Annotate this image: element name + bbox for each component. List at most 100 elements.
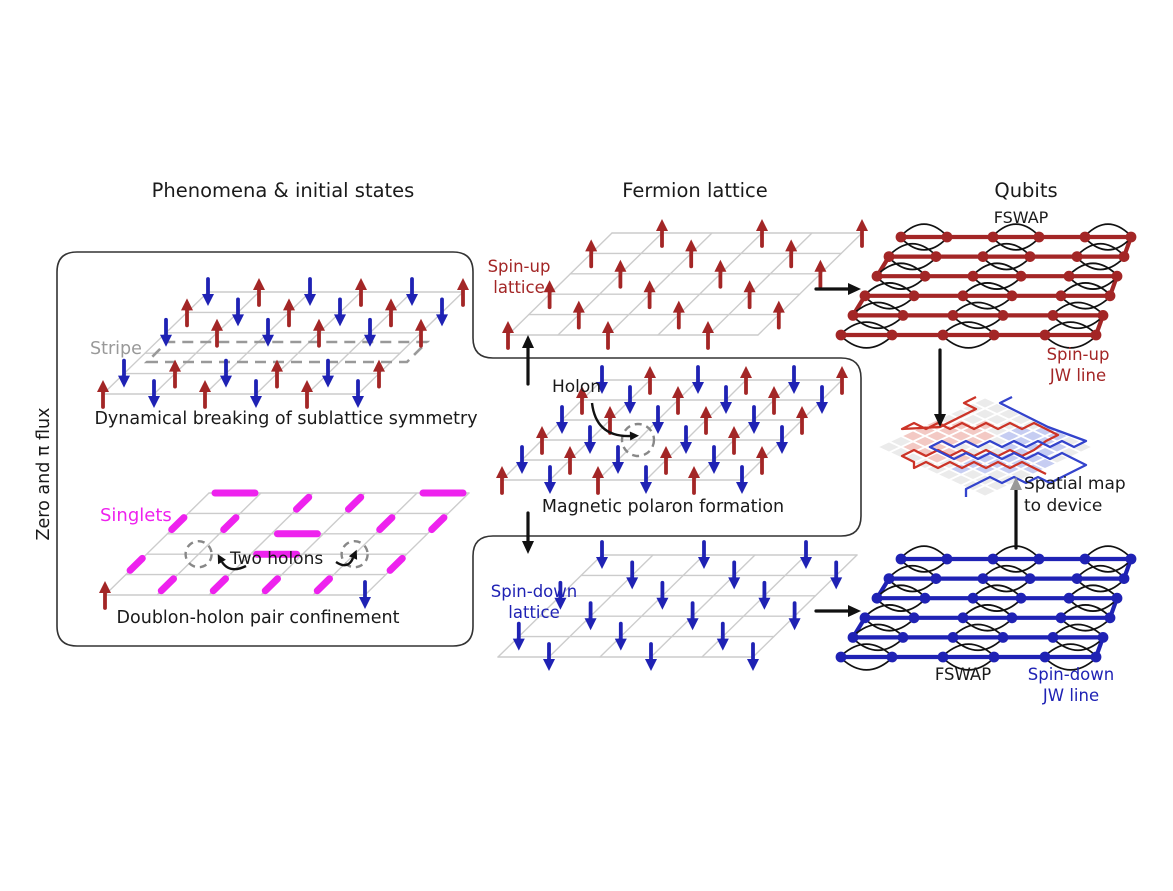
spin-up-arrow-head <box>614 259 627 272</box>
spin-up-arrow-head <box>543 280 556 293</box>
spin-down-arrow-head <box>624 402 636 414</box>
spin-up-arrow-head <box>313 318 325 331</box>
fswap-arc <box>973 599 1021 612</box>
device-cell-red <box>900 430 926 442</box>
fswap-arc <box>889 242 936 256</box>
spin-down-jw-chain-qubit-dot <box>1111 592 1123 604</box>
fswap-arc <box>983 564 1030 578</box>
spatial-map-label-line1: Spatial map <box>1024 474 1126 494</box>
stripe-lattice-col-line <box>357 291 464 395</box>
spin-up-arrow-head <box>796 406 808 418</box>
fswap-arc <box>1085 545 1131 558</box>
spin-down-arrow-head <box>720 402 732 414</box>
spin-up-arrow-head <box>585 239 598 252</box>
device-cell <box>888 435 914 448</box>
spin-up-arrow-head <box>592 466 604 478</box>
spin-down-arrow-head <box>698 557 710 569</box>
device-cell-blue <box>1032 457 1058 470</box>
fswap-top-label: FSWAP <box>993 208 1049 227</box>
spin-down-arrow-head <box>250 396 262 408</box>
title-phenomena: Phenomena & initial states <box>151 179 415 202</box>
spin-down-jw-label-line2: JW line <box>1042 686 1100 705</box>
spin-up-jw-chain-qubit-dot <box>937 329 949 341</box>
spin-up-jw-chain-qubit-dot <box>947 310 959 321</box>
device-cell-blue <box>1020 452 1046 464</box>
device-cell-red <box>948 419 974 431</box>
spin-up-arrow-head <box>685 239 698 252</box>
device-cell-blue <box>996 430 1022 442</box>
spatial-map-label-line2: to device <box>1024 496 1103 516</box>
device-cell-blue <box>996 441 1022 453</box>
device-cell <box>984 413 1010 426</box>
spin-down-jw-chain-qubit-dot <box>941 553 953 565</box>
spin-down-arrow-head <box>304 294 316 306</box>
spin-down-jw-chain-qubit-dot <box>835 651 847 663</box>
fswap-arc <box>963 619 1012 632</box>
spin-down-jw-chain-qubit-dot <box>957 612 969 624</box>
polaron-lattice-col-line <box>645 379 747 481</box>
spin-down-arrow-head <box>322 375 334 388</box>
spin-up-jw-chain-qubit-dot <box>871 270 883 282</box>
fswap-arc <box>953 301 1003 315</box>
spin-up-jw-chain-qubit-dot <box>897 310 909 321</box>
phenomena-panel-outline <box>56 251 862 647</box>
singlet-bond <box>428 514 448 534</box>
spin-up-arrow-head <box>643 280 656 293</box>
spin-down-jw-chain-qubit-dot <box>977 573 989 584</box>
device-cell-blue <box>972 452 998 464</box>
arrow-spin-down-to-qubits-head <box>848 605 861 617</box>
device-cell <box>948 474 974 486</box>
spin-down-arrow-head <box>544 482 556 494</box>
spin-down-arrow-head <box>160 334 172 347</box>
spin-up-jw-chain-qubit-dot <box>1079 231 1091 243</box>
spin-down-jw-chain-qubit-dot <box>1071 573 1083 584</box>
spin-up-arrow-head <box>572 300 585 313</box>
spin-down-jw-chain-qubit-dot <box>871 592 883 604</box>
spin-up-arrow-head <box>169 359 181 372</box>
spin-down-jw-chain-qubit-dot <box>1125 553 1137 565</box>
polaron-lattice-col-line <box>549 379 651 481</box>
spin-up-jw-chain-qubit-dot <box>895 231 907 243</box>
spin-up-arrow-head <box>772 300 785 313</box>
fswap-arc <box>1045 658 1096 671</box>
spin-up-arrow-head <box>502 321 514 333</box>
spin-down-arrow-head <box>686 618 699 631</box>
device-cell <box>972 408 998 420</box>
fswap-arc <box>889 257 936 271</box>
fswap-arc <box>1053 623 1103 637</box>
spin-down-jw-chain-qubit-dot <box>1039 651 1051 663</box>
singlet-bond <box>386 554 406 574</box>
device-cell-red <box>900 441 926 453</box>
spin-up-arrow-head <box>385 298 397 311</box>
spin-up-arrow-head <box>702 321 714 333</box>
spin-up-lattice-col-line <box>707 232 813 336</box>
spin-down-arrow-head <box>758 597 771 610</box>
spin-up-arrow-head <box>355 278 367 290</box>
device-cell <box>900 452 926 464</box>
spin-up-jw-chain-qubit-dot <box>908 290 920 302</box>
spin-down-arrow-head <box>692 382 704 394</box>
spin-up-arrow-head <box>728 426 740 438</box>
device-cell <box>948 441 974 453</box>
doublon-caption: Doublon-holon pair confinement <box>116 608 400 628</box>
device-cell-red <box>960 435 986 448</box>
title-qubits: Qubits <box>994 179 1058 202</box>
spin-up-arrow-head <box>199 380 211 392</box>
spin-up-jw-chain-qubit-dot <box>1033 231 1045 243</box>
spin-up-arrow-head <box>415 318 427 331</box>
device-cell-blue <box>1008 435 1034 448</box>
singlet-bond <box>168 514 188 534</box>
spin-down-arrow-head <box>512 638 525 651</box>
spin-up-arrow-head <box>714 259 727 272</box>
spin-down-jw-chain-qubit-dot <box>1118 573 1130 584</box>
fswap-arc <box>1069 584 1117 597</box>
device-cell-red <box>948 452 974 464</box>
singlet-bond <box>313 575 334 595</box>
singlet-bond <box>292 493 313 513</box>
spin-down-arrow-head <box>596 557 608 569</box>
fswap-arc <box>889 579 936 593</box>
device-cell-red <box>936 435 962 448</box>
two-holons-right-arrow <box>335 557 355 567</box>
